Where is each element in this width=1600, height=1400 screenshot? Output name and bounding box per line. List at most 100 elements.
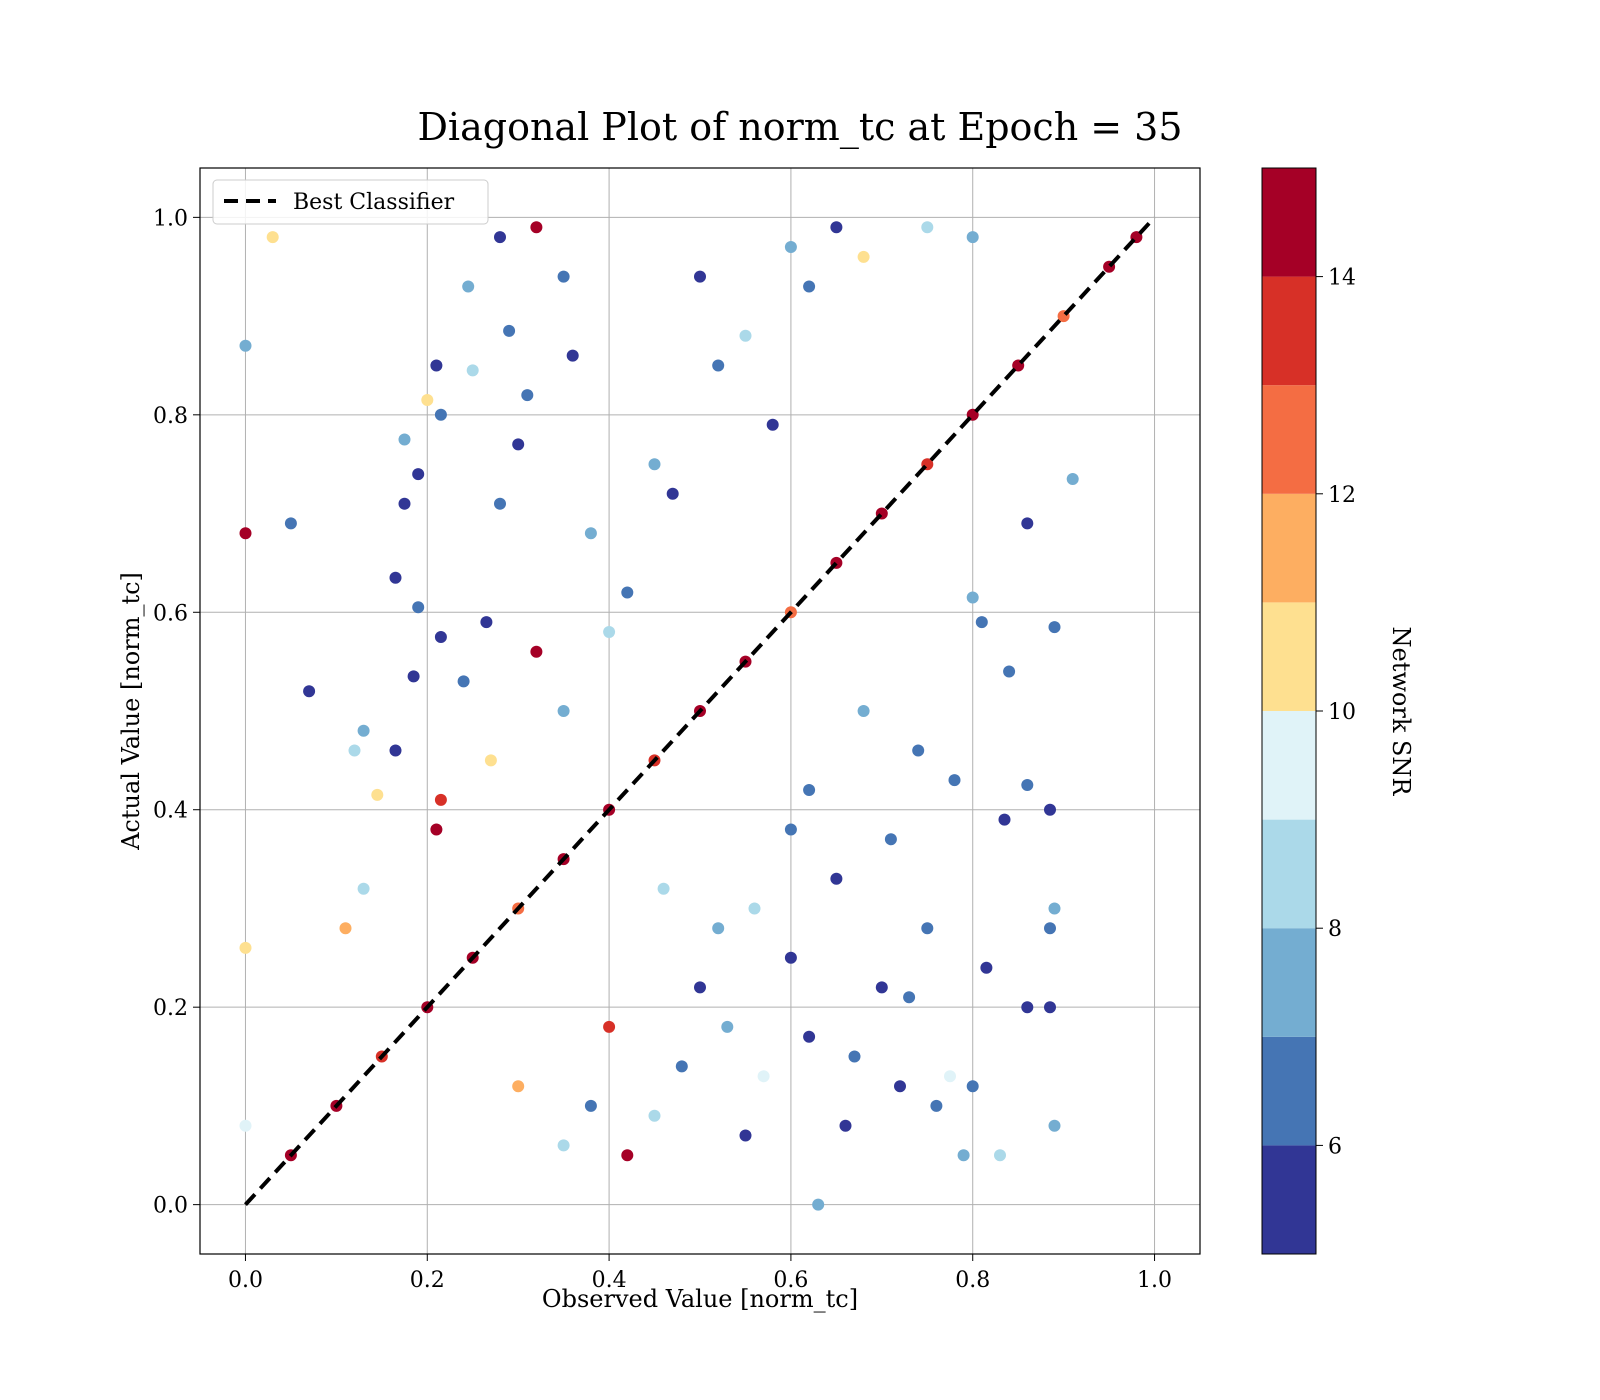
y-axis-label: Actual Value [norm_tc] <box>117 572 145 851</box>
scatter-point <box>894 1080 906 1093</box>
scatter-point <box>1021 1001 1034 1014</box>
scatter-point <box>966 1080 979 1093</box>
scatter-point <box>566 349 579 362</box>
scatter-point <box>239 527 252 540</box>
scatter-point <box>784 951 797 964</box>
scatter-point <box>757 1070 770 1083</box>
scatter-point <box>1048 621 1061 634</box>
colorbar-tick-label: 10 <box>1328 700 1356 725</box>
scatter-point <box>1044 803 1056 816</box>
colorbar-band <box>1262 385 1316 494</box>
colorbar-band <box>1262 168 1316 277</box>
x-axis-ticks: 0.0 0.2 0.4 0.6 0.8 1.0 <box>228 1254 1172 1293</box>
colorbar-band <box>1262 276 1316 386</box>
scatter-point <box>434 408 447 421</box>
scatter-point <box>339 922 352 935</box>
scatter-point <box>803 280 816 293</box>
scatter-point <box>239 1119 252 1132</box>
colorbar-label: Network SNR <box>1387 627 1415 797</box>
best-classifier-line <box>243 216 1157 1206</box>
scatter-point <box>784 241 797 253</box>
scatter-point <box>430 359 443 372</box>
scatter-point <box>357 724 370 737</box>
scatter-point <box>412 601 425 614</box>
scatter-point <box>1066 473 1079 485</box>
legend-box <box>212 179 489 225</box>
scatter-point <box>830 221 843 234</box>
colorbar-ticks: 6 8 10 12 14 <box>1316 266 1356 1159</box>
legend: Best Classifier <box>212 179 489 225</box>
scatter-point <box>666 487 679 500</box>
x-tick-label: 0.2 <box>410 1268 445 1293</box>
scatter-point <box>748 902 761 915</box>
scatter-point <box>462 280 475 293</box>
scatter-point <box>557 1139 570 1152</box>
scatter-point <box>739 329 752 342</box>
x-tick-label: 0.0 <box>228 1268 263 1293</box>
scatter-point <box>712 359 725 372</box>
scatter-point <box>980 961 993 974</box>
scatter-point <box>739 1129 752 1142</box>
scatter-point <box>621 1149 634 1162</box>
scatter-point <box>239 941 252 954</box>
colorbar-band <box>1262 602 1316 711</box>
scatter-point <box>621 586 634 599</box>
scatter-point <box>648 458 661 471</box>
scatter-point <box>421 394 434 406</box>
scatter-point <box>884 833 897 846</box>
scatter-point <box>494 497 506 510</box>
scatter-point <box>694 270 706 283</box>
y-axis-ticks: 0.0 0.2 0.4 0.6 0.8 1.0 <box>153 206 200 1219</box>
scatter-point <box>530 221 543 234</box>
colorbar-band <box>1262 1036 1316 1146</box>
colorbar-band <box>1262 711 1316 820</box>
scatter-point <box>975 616 988 629</box>
x-tick-label: 1.0 <box>1137 1268 1172 1293</box>
scatter-point <box>712 922 725 935</box>
scatter-point <box>675 1060 688 1073</box>
scatter-point <box>398 497 411 510</box>
scatter-point <box>371 788 384 801</box>
scatter-point <box>348 744 361 757</box>
scatter-point <box>584 1099 597 1112</box>
plot-frame <box>199 167 1201 1255</box>
colorbar-tick-label: 12 <box>1328 483 1356 508</box>
scatter-point <box>648 1109 661 1122</box>
colorbar-band <box>1262 819 1316 929</box>
legend-label: Best Classifier <box>293 190 455 215</box>
y-tick-label: 0.8 <box>153 404 188 429</box>
scatter-point <box>412 468 425 481</box>
scatter-point <box>584 527 597 540</box>
scatter-point <box>957 1149 970 1162</box>
scatter-point <box>266 231 279 244</box>
scatter-point <box>694 981 706 994</box>
colorbar-bands <box>1262 168 1316 1254</box>
scatter-point <box>430 823 443 836</box>
x-axis-label: Observed Value [norm_tc] <box>542 1285 858 1313</box>
scatter-point <box>1003 665 1016 678</box>
scatter-point <box>521 389 534 402</box>
y-tick-label: 0.2 <box>153 996 188 1021</box>
scatter-point <box>921 221 934 234</box>
scatter-point <box>721 1020 734 1033</box>
scatter-point <box>494 231 506 244</box>
y-tick-label: 0.6 <box>153 601 188 626</box>
scatter-point <box>1044 922 1056 935</box>
colorbar-tick-label: 8 <box>1328 917 1342 942</box>
scatter-point <box>1048 902 1061 915</box>
scatter-point <box>812 1198 825 1211</box>
scatter-point <box>1021 779 1034 791</box>
scatter-point <box>803 1030 816 1043</box>
y-tick-label: 1.0 <box>153 206 188 231</box>
colorbar: 6 8 10 12 14 Network SNR <box>1261 167 1415 1255</box>
scatter-point <box>994 1149 1006 1162</box>
scatter-point <box>357 882 370 895</box>
scatter-point <box>512 1080 525 1093</box>
grid <box>200 168 1200 1254</box>
scatter-point <box>966 231 979 244</box>
scatter-point <box>857 705 870 717</box>
scatter-point <box>239 339 252 352</box>
x-tick-label: 0.6 <box>773 1268 808 1293</box>
y-tick-label: 0.4 <box>153 799 188 824</box>
x-tick-label: 0.4 <box>592 1268 627 1293</box>
